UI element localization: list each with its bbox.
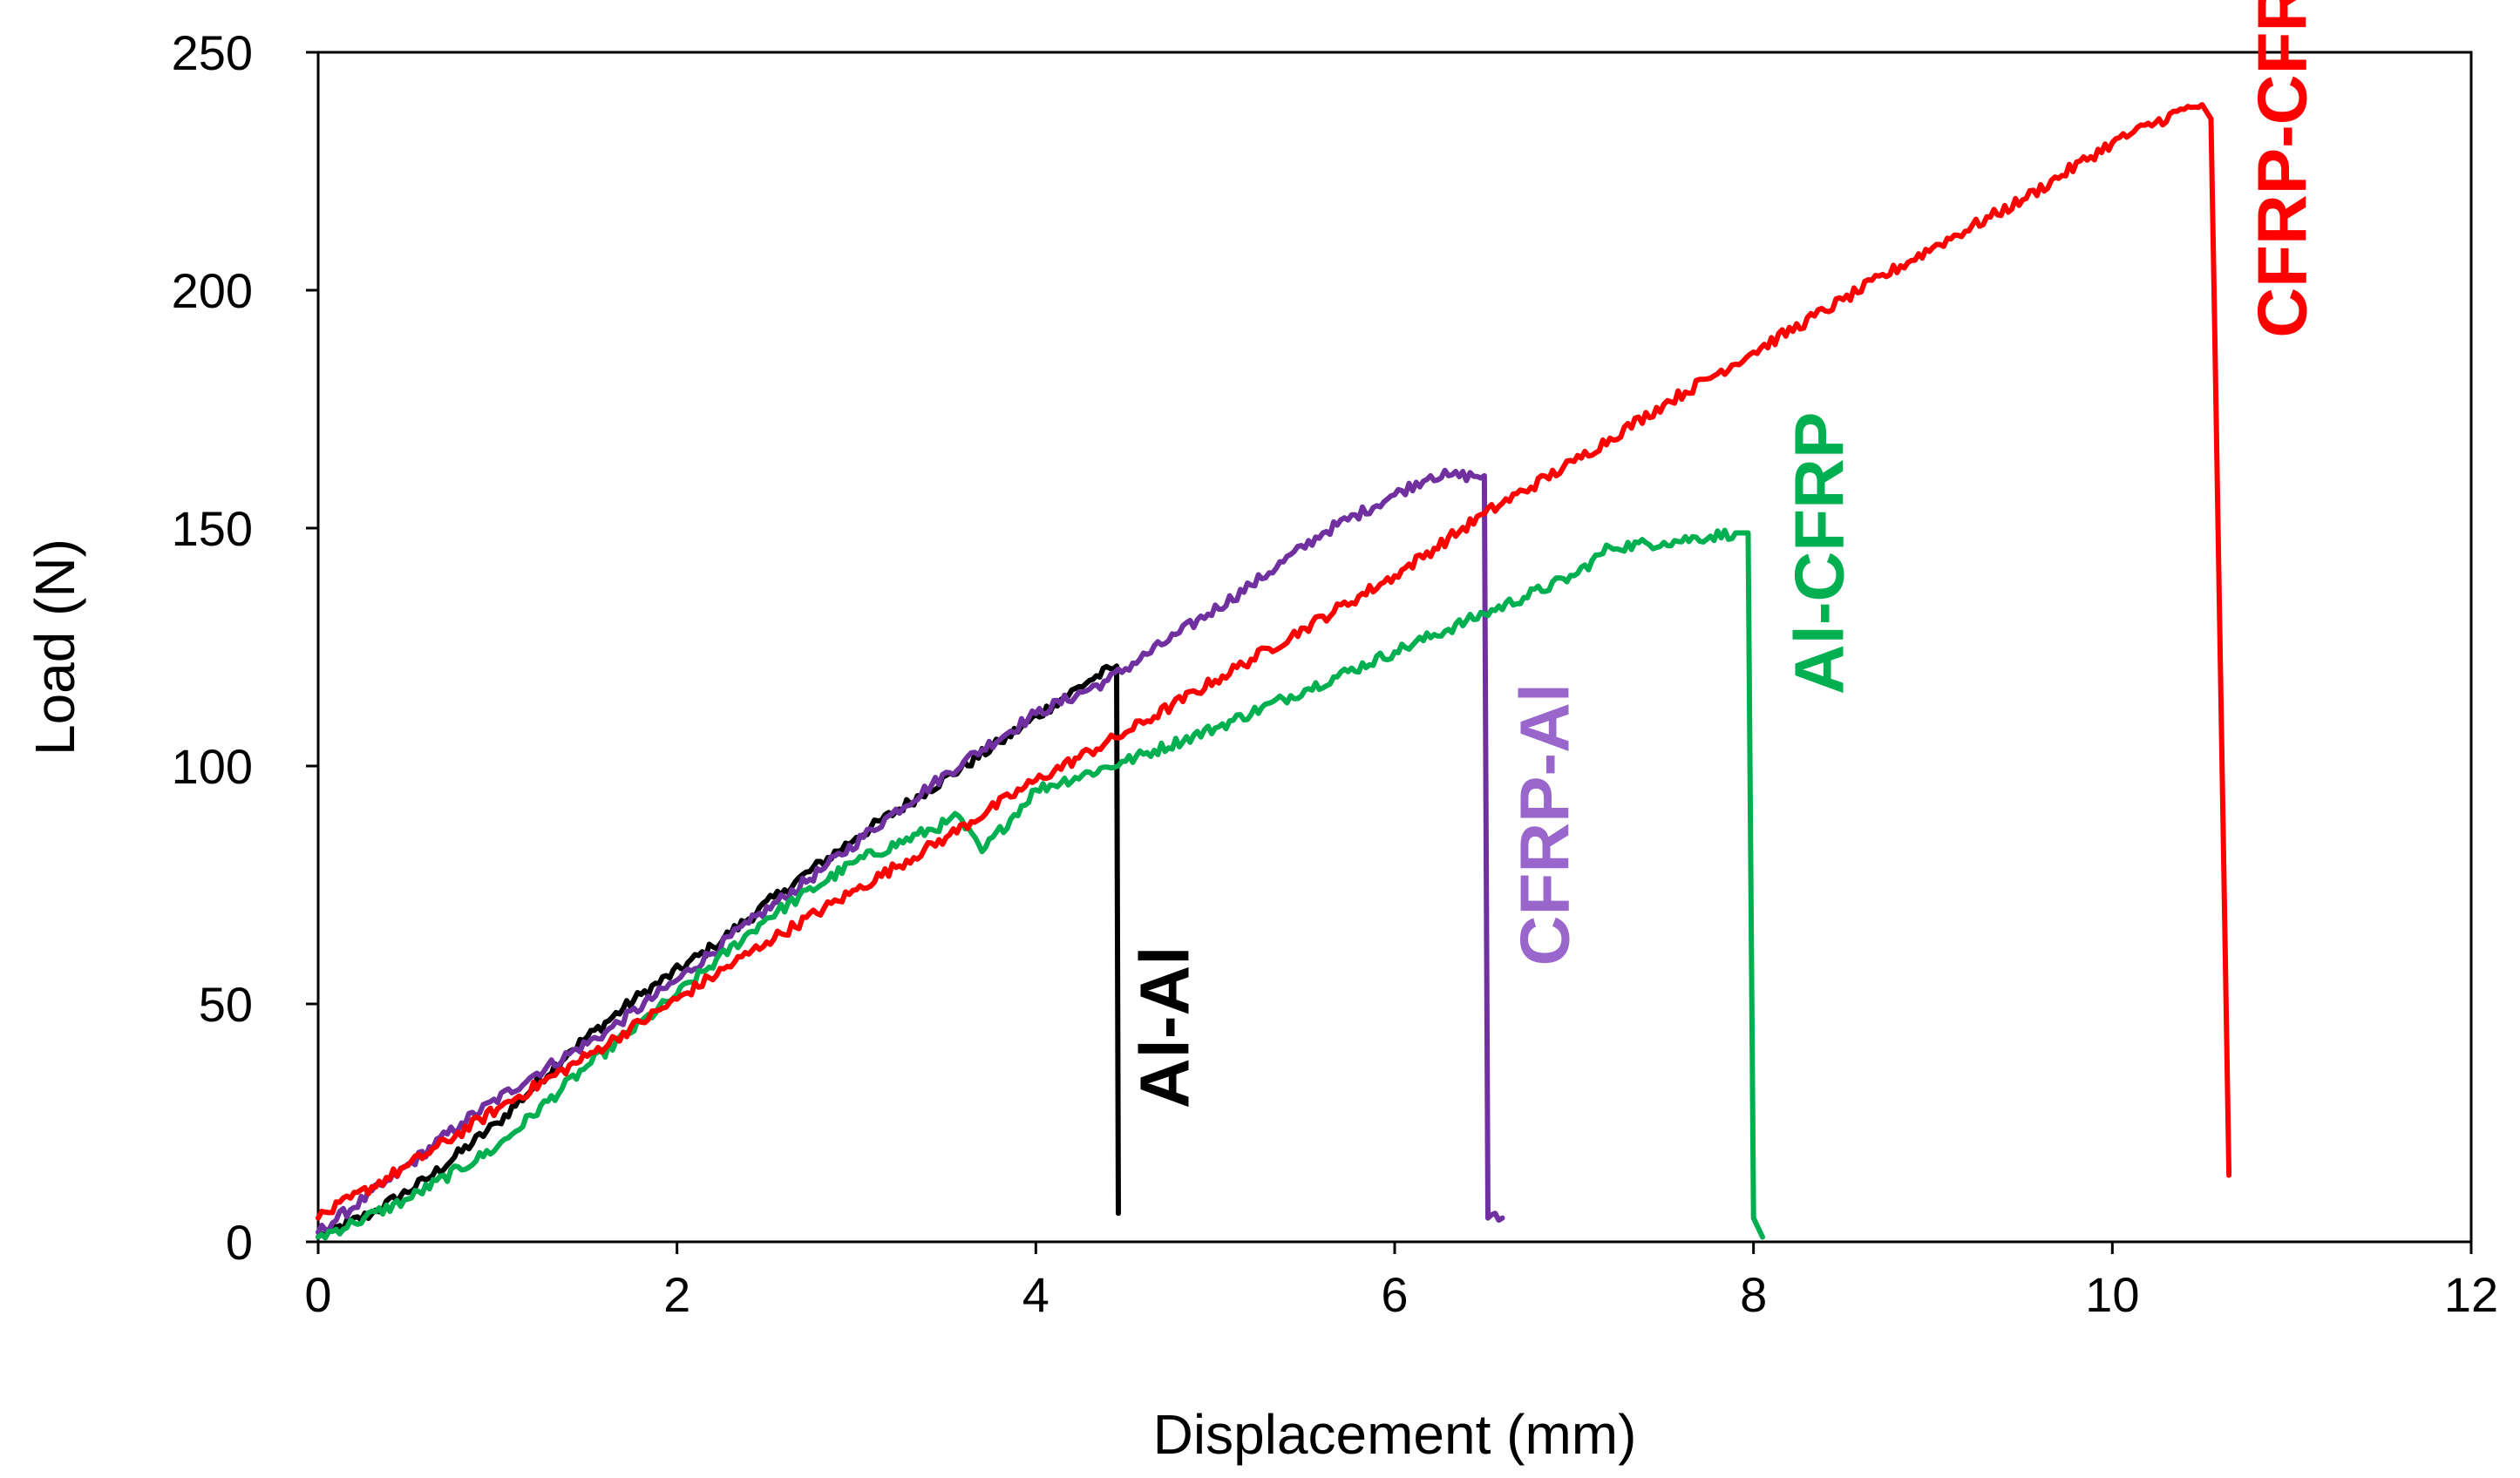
series-label-cfrp-cfrp: CFRP-CFRP [2244, 0, 2321, 338]
x-axis-title: Displacement (mm) [1153, 1403, 1637, 1466]
y-tick-label: 50 [199, 977, 253, 1032]
x-tick-label: 4 [1022, 1267, 1049, 1322]
x-tick-label: 12 [2444, 1267, 2498, 1322]
series-line-al-cfrp [316, 527, 1765, 1241]
y-tick-label: 250 [172, 25, 253, 80]
series-label-cfrp-al: CFRP-Al [1506, 683, 1584, 966]
x-tick-label: 2 [663, 1267, 690, 1322]
y-tick-label: 150 [172, 501, 253, 556]
x-tick-label: 6 [1381, 1267, 1408, 1322]
series-line-cfrp-al [316, 467, 1505, 1236]
x-tick-label: 0 [304, 1267, 331, 1322]
y-tick-label: 0 [226, 1215, 253, 1270]
x-tick-label: 10 [2085, 1267, 2139, 1322]
y-axis-title: Load (N) [24, 539, 86, 756]
series-label-al-cfrp: Al-CFRP [1781, 412, 1858, 695]
series-label-al-al: Al-Al [1125, 946, 1203, 1108]
series-line-cfrp-cfrp [316, 102, 2232, 1221]
x-tick-label: 8 [1740, 1267, 1767, 1322]
y-tick-label: 200 [172, 263, 253, 318]
y-tick-label: 100 [172, 739, 253, 794]
